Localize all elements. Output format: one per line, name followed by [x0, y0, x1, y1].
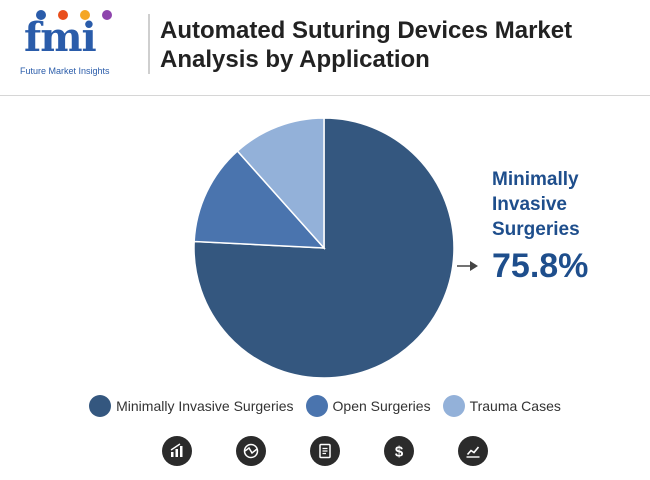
pie-chart	[193, 117, 478, 379]
pie-callout: Minimally Invasive Surgeries 75.8%	[492, 167, 632, 286]
bar-chart-icon	[162, 436, 192, 466]
legend-item: Open Surgeries	[305, 395, 431, 417]
pie-slice-2	[236, 117, 325, 250]
legend-item: Minimally Invasive Surgeries	[89, 395, 294, 417]
globe-chart-icon	[236, 436, 266, 466]
callout-value: 75.8%	[492, 247, 589, 285]
footer-icon-row: $	[0, 436, 650, 470]
legend-swatch	[442, 395, 465, 417]
fmi-logo: fmi Future Market Insights	[20, 10, 138, 80]
logo-tagline: Future Market Insights	[20, 66, 110, 76]
header: fmi Future Market Insights Automated Sut…	[0, 0, 650, 96]
legend-label: Trauma Cases	[469, 398, 561, 414]
logo-dot-icon	[102, 10, 112, 20]
logo-dot-icon	[80, 10, 90, 20]
trend-chart-icon	[458, 436, 488, 466]
chart-title: Automated Suturing Devices Market Analys…	[160, 17, 573, 73]
logo-letters: fmi	[24, 14, 97, 61]
chart-legend: Minimally Invasive Surgeries Open Surger…	[0, 394, 650, 418]
document-icon	[310, 436, 340, 466]
svg-text:$: $	[395, 444, 404, 461]
legend-swatch	[89, 395, 112, 417]
logo-dot-icon	[36, 10, 46, 20]
pie-slice-1	[193, 149, 326, 249]
legend-swatch	[305, 395, 328, 417]
section-divider	[0, 95, 650, 96]
callout-arrow-icon	[470, 261, 478, 271]
legend-label: Open Surgeries	[332, 398, 431, 414]
dollar-icon: $	[384, 436, 414, 466]
callout-label: Minimally Invasive Surgeries	[492, 169, 580, 240]
legend-label: Minimally Invasive Surgeries	[116, 398, 294, 414]
header-divider	[148, 14, 150, 74]
logo-dot-icon	[58, 10, 68, 20]
legend-item: Trauma Cases	[442, 395, 561, 417]
